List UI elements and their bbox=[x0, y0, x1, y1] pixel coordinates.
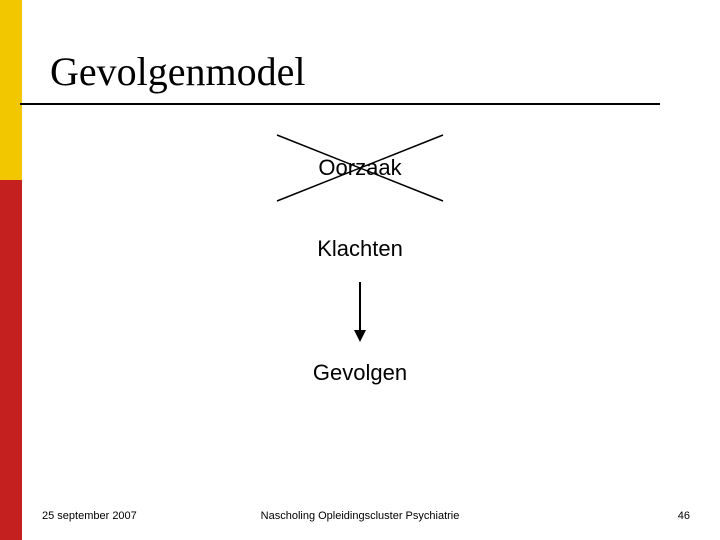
title-block: Gevolgenmodel bbox=[50, 48, 670, 105]
slide-title: Gevolgenmodel bbox=[50, 48, 670, 101]
node-oorzaak-wrap: Oorzaak bbox=[318, 155, 401, 181]
diagram-area: Oorzaak Klachten Gevolgen bbox=[0, 120, 720, 386]
node-gevolgen-wrap: Gevolgen bbox=[0, 360, 720, 386]
node-klachten: Klachten bbox=[317, 236, 403, 261]
cross-out-icon bbox=[275, 133, 445, 203]
footer-page-number: 46 bbox=[678, 510, 690, 522]
node-klachten-wrap: Klachten bbox=[0, 236, 720, 262]
footer-title: Nascholing Opleidingscluster Psychiatrie bbox=[0, 510, 720, 522]
node-gevolgen: Gevolgen bbox=[313, 360, 407, 385]
arrow-down-icon bbox=[350, 280, 370, 342]
title-underline bbox=[20, 103, 660, 105]
